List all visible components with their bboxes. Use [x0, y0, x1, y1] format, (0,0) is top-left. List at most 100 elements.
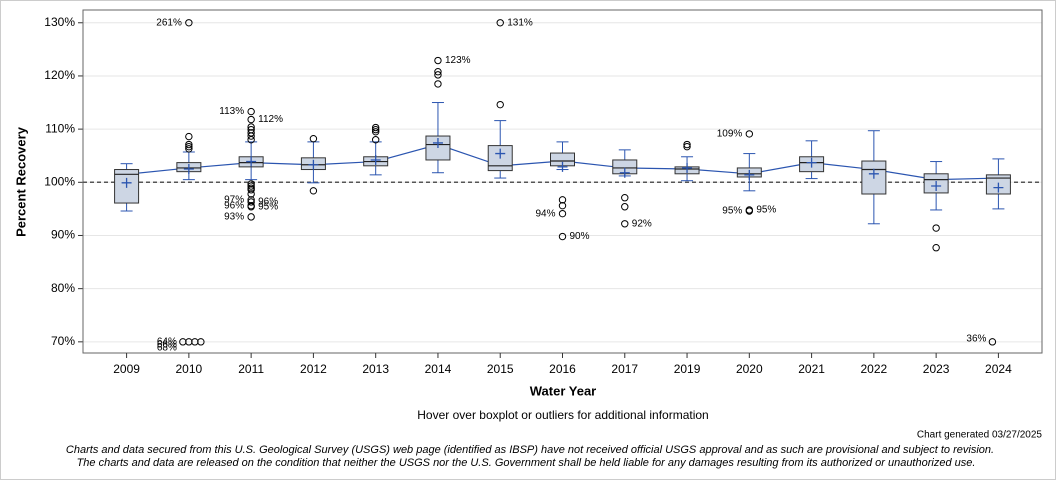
x-tick-label: 2016 [549, 362, 576, 376]
outlier [247, 132, 255, 140]
outlier [434, 56, 442, 65]
outlier [496, 100, 504, 109]
outlier [247, 136, 255, 144]
mean-marker [308, 159, 319, 170]
x-tick-label: 2011 [238, 362, 264, 376]
outlier [371, 125, 380, 134]
x-tick-label: 2010 [176, 362, 203, 376]
outlier [621, 220, 629, 228]
disclaimer: Charts and data secured from this U.S. G… [66, 444, 994, 456]
outlier-label: 94% [535, 208, 555, 219]
mean-marker [744, 169, 755, 180]
y-tick-label: 100% [44, 174, 75, 188]
outlier [247, 107, 255, 116]
mean-marker [557, 161, 568, 172]
outlier [371, 123, 380, 132]
outlier-label: 92% [632, 218, 652, 229]
outlier [932, 224, 940, 232]
outlier [932, 244, 940, 252]
outlier-label: 95% [258, 201, 278, 212]
outlier [558, 196, 567, 204]
outlier [496, 19, 504, 27]
x-tick-label: 2015 [487, 362, 514, 376]
x-tick-label: 2009 [113, 362, 140, 376]
outlier [247, 196, 255, 204]
outlier [434, 67, 442, 76]
mean-marker [121, 177, 132, 188]
x-tick-label: 2012 [300, 362, 327, 376]
x-tick-label: 2014 [425, 362, 452, 376]
mean-marker [619, 167, 630, 178]
outlier-label: 90% [570, 231, 590, 242]
y-tick-label: 80% [51, 281, 75, 295]
outlier [185, 142, 193, 151]
outlier [683, 140, 691, 149]
mean-marker [931, 181, 942, 192]
outlier-label: 64% [157, 336, 177, 347]
outlier [247, 203, 255, 211]
outlier [247, 180, 255, 188]
note: Hover over boxplot or outliers for addit… [417, 408, 708, 422]
outlier [621, 203, 629, 211]
outlier [185, 140, 193, 149]
y-tick-label: 120% [44, 68, 75, 82]
mean-marker [432, 137, 443, 148]
outlier [745, 130, 754, 138]
outlier-label: 97% [224, 194, 244, 205]
outlier-label: 68% [157, 342, 177, 353]
outlier [247, 123, 255, 131]
outlier [683, 142, 691, 151]
outlier-label: 66% [157, 339, 177, 350]
x-tick-label: 2019 [674, 362, 701, 376]
plot-area [82, 9, 1043, 354]
y-tick-label: 110% [45, 121, 75, 135]
outlier-label: 109% [717, 129, 743, 140]
outlier-label: 95% [722, 206, 742, 217]
outlier [434, 80, 442, 88]
outlier [621, 194, 629, 202]
outlier [371, 136, 380, 144]
mean-marker [993, 182, 1004, 193]
outlier [558, 232, 567, 241]
outlier-label: 36% [966, 333, 986, 344]
mean-marker [682, 162, 693, 173]
outlier [247, 198, 255, 206]
x-tick-label: 2022 [861, 362, 888, 376]
mean-marker [806, 157, 817, 168]
outlier [745, 207, 754, 215]
x-tick-label: 2013 [362, 362, 389, 376]
outlier [558, 201, 567, 210]
outlier-label: 96% [258, 197, 278, 208]
outlier [309, 187, 318, 195]
outlier [185, 145, 193, 153]
outlier-label: 93% [224, 212, 244, 223]
outlier [988, 338, 997, 346]
x-tick-label: 2021 [798, 362, 825, 376]
outlier-label: 113% [219, 106, 244, 117]
mean-marker [370, 154, 381, 165]
y-tick-label: 90% [51, 228, 75, 242]
outlier [185, 132, 193, 141]
outlier [558, 209, 567, 218]
mean-marker [495, 148, 506, 159]
outlier [247, 182, 255, 190]
outlier [247, 190, 255, 198]
disclaimer: The charts and data are released on the … [77, 457, 976, 469]
outlier-label: 96% [224, 200, 244, 211]
outlier-label: 112% [258, 114, 283, 125]
y-tick-label: 130% [44, 15, 75, 29]
generated: Chart generated 03/27/2025 [917, 430, 1043, 441]
outlier [247, 186, 255, 194]
outlier [309, 134, 318, 143]
outlier [185, 19, 193, 27]
outlier [247, 213, 255, 221]
x-tick-label: 2020 [736, 362, 763, 376]
outlier [247, 115, 255, 124]
y-tick-label: 70% [51, 334, 75, 348]
x-axis-label: Water Year [530, 383, 597, 398]
outlier-label: 131% [507, 17, 533, 28]
mean-marker [868, 168, 879, 179]
outlier [247, 129, 255, 137]
